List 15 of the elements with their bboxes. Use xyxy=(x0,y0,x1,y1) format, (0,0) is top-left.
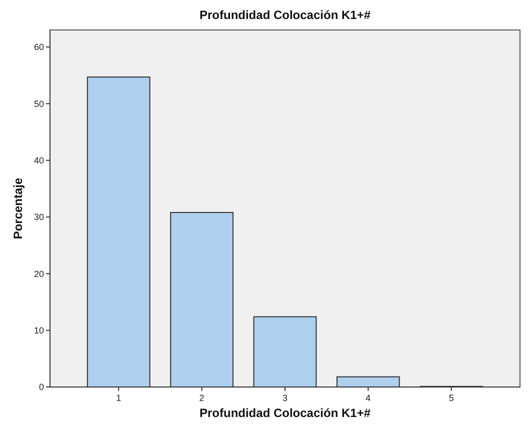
y-tick-label: 40 xyxy=(34,155,44,166)
y-tick-label: 30 xyxy=(34,212,44,222)
y-axis-title: Porcentaje xyxy=(11,177,25,240)
y-tick-label: 50 xyxy=(34,98,44,109)
y-tick-label: 0 xyxy=(38,382,44,392)
x-tick-label: 1 xyxy=(116,393,122,403)
x-axis-title: Profundidad Colocación K1+# xyxy=(199,406,371,420)
x-tick-label: 2 xyxy=(199,393,204,403)
y-tick-label: 60 xyxy=(34,42,44,52)
x-tick-label: 4 xyxy=(366,393,371,403)
x-tick-label: 3 xyxy=(282,393,288,403)
x-tick-label: 5 xyxy=(448,393,454,403)
y-tick-label: 10 xyxy=(34,325,44,336)
chart-title: Profundidad Colocación K1+# xyxy=(199,8,371,22)
y-tick-label: 20 xyxy=(34,268,44,279)
